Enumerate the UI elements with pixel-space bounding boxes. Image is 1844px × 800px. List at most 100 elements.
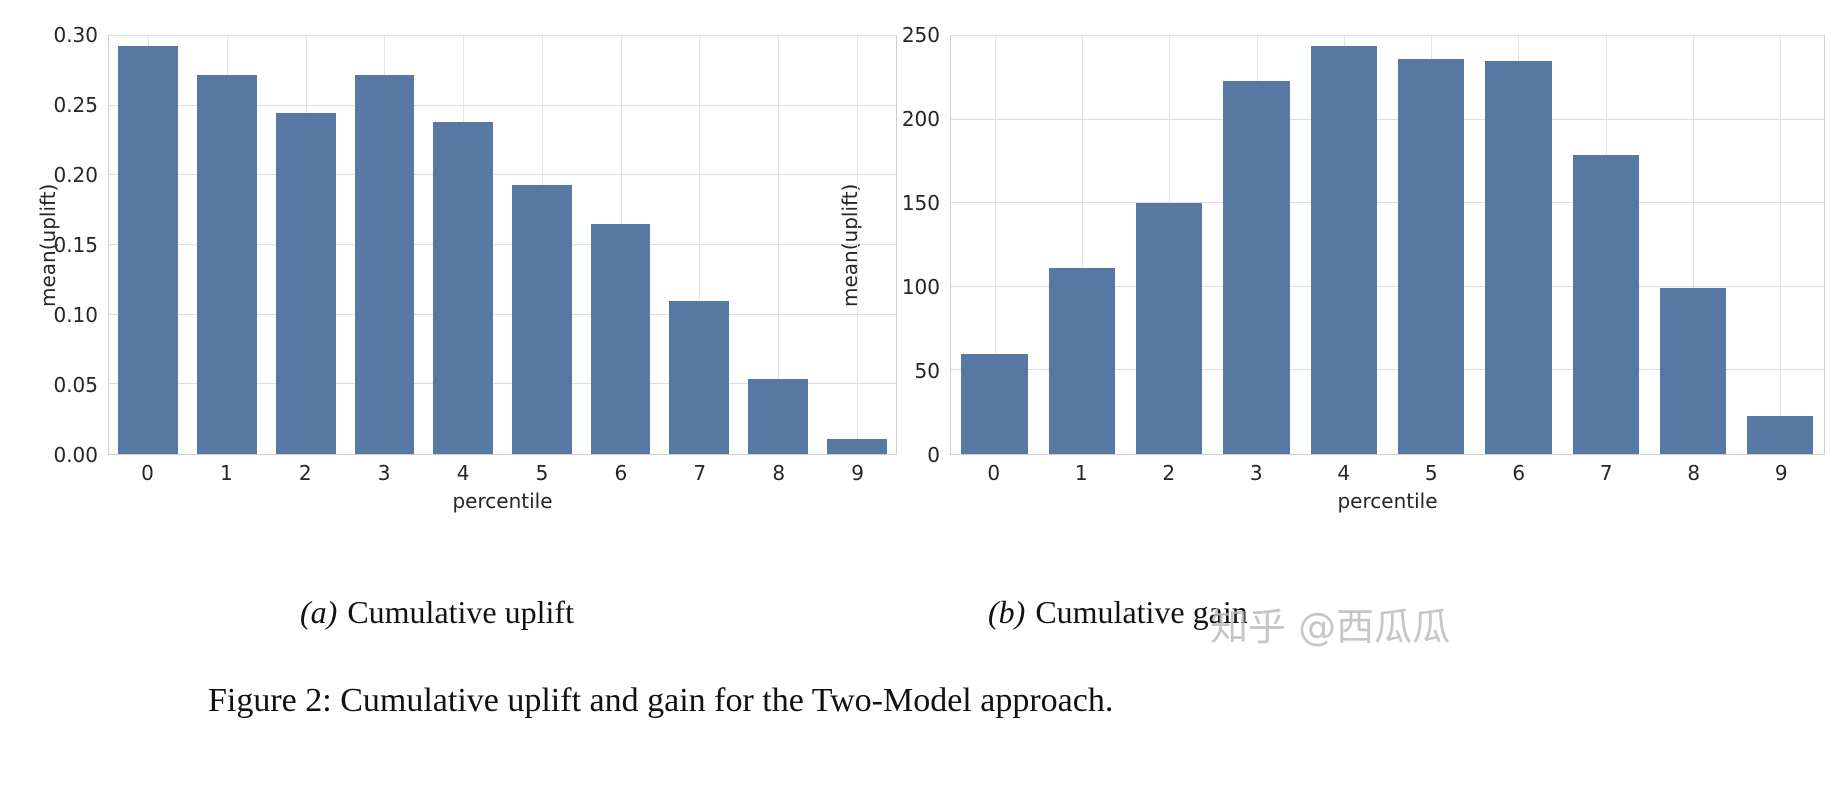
gridline-vertical — [1081, 36, 1083, 454]
x-tick-label: 5 — [535, 461, 549, 485]
gridline-vertical — [777, 36, 779, 454]
bar — [826, 438, 887, 454]
bar-slot — [581, 36, 660, 454]
gridline-horizontal — [951, 35, 1824, 36]
bar — [433, 122, 494, 454]
bar-slot — [1737, 36, 1824, 454]
y-tick-label: 50 — [914, 359, 940, 383]
bar — [1048, 268, 1116, 454]
bar — [511, 185, 572, 454]
bar — [748, 378, 808, 454]
bar — [1485, 61, 1552, 454]
bar-slot — [424, 36, 503, 454]
y-tick-label: 100 — [901, 275, 940, 299]
y-tick-label: 250 — [901, 23, 940, 47]
y-tick-label: 200 — [901, 107, 940, 131]
subcaption-a: (a) Cumulative uplift — [300, 594, 574, 631]
bar-slot — [951, 36, 1038, 454]
bar — [118, 45, 179, 454]
bar — [1223, 81, 1290, 454]
gridline-horizontal — [951, 202, 1824, 204]
gridline-horizontal — [109, 104, 896, 106]
y-tick-label: 0 — [927, 443, 940, 467]
subcaption-a-letter: (a) — [300, 594, 338, 630]
gridline-horizontal — [109, 313, 896, 315]
bar — [1572, 154, 1639, 454]
x-tick-label: 2 — [1162, 461, 1176, 485]
bar — [197, 75, 257, 454]
bar — [1397, 59, 1465, 454]
x-tick-label: 6 — [614, 461, 628, 485]
watermark: 知乎 @西瓜瓜 — [1210, 605, 1451, 649]
x-axis: 0 1 2 3 4 5 6 7 8 9 — [108, 461, 897, 487]
bar-slot — [109, 36, 188, 454]
x-axis-label: percentile — [452, 489, 553, 513]
gridline-vertical — [699, 36, 701, 454]
x-tick-label: 9 — [1774, 461, 1788, 485]
x-tick-label: 8 — [772, 461, 786, 485]
bar — [669, 300, 730, 454]
y-tick-label: 0.10 — [53, 303, 98, 328]
bar-slot — [1213, 36, 1300, 454]
gridline-vertical — [1780, 36, 1782, 454]
y-axis: 0.00 0.05 0.10 0.15 0.20 0.25 0.30 — [30, 23, 104, 467]
bar — [590, 224, 651, 454]
bar-slot — [1126, 36, 1213, 454]
bar-slot — [1475, 36, 1562, 454]
x-tick-label: 0 — [987, 461, 1001, 485]
subcaption-b-letter: (b) — [988, 594, 1026, 630]
gridline-vertical — [856, 36, 858, 454]
bar — [1136, 203, 1203, 454]
y-tick-label: 0.00 — [53, 443, 98, 467]
plot-area — [108, 35, 897, 455]
bar-slot — [1649, 36, 1736, 454]
gridline-vertical — [994, 36, 996, 454]
x-tick-label: 1 — [219, 461, 233, 485]
x-tick-label: 0 — [141, 461, 154, 485]
gridline-horizontal — [951, 285, 1824, 287]
subcaption-b-text: Cumulative gain — [1035, 594, 1248, 630]
y-tick-label: 0.30 — [53, 23, 98, 47]
bar-slot — [503, 36, 582, 454]
bar-slot — [345, 36, 424, 454]
x-tick-label: 8 — [1687, 461, 1701, 485]
x-tick-label: 1 — [1074, 461, 1088, 485]
y-tick-label: 0.25 — [53, 93, 98, 117]
y-tick-label: 0.15 — [53, 233, 98, 257]
bar-slot — [1387, 36, 1474, 454]
bar — [1310, 46, 1377, 454]
figure-caption: Figure 2: Cumulative uplift and gain for… — [208, 682, 1114, 719]
gridline-horizontal — [109, 244, 896, 245]
plot-area — [950, 35, 1825, 455]
bar-slot — [660, 36, 739, 454]
bar-slot — [1300, 36, 1387, 454]
gridline-horizontal — [109, 174, 896, 176]
x-tick-label: 4 — [456, 461, 470, 485]
bar-slot — [739, 36, 818, 454]
x-tick-label: 3 — [1249, 461, 1263, 485]
x-tick-label: 9 — [851, 461, 864, 485]
y-tick-label: 0.05 — [53, 373, 98, 398]
x-tick-label: 7 — [1599, 461, 1613, 485]
x-tick-label: 3 — [377, 461, 391, 485]
bar — [1659, 288, 1727, 454]
y-tick-label: 0.20 — [53, 163, 98, 188]
x-tick-label: 4 — [1337, 461, 1351, 485]
gridline-horizontal — [109, 383, 896, 385]
bar — [1747, 415, 1814, 454]
x-axis: 0 1 2 3 4 5 6 7 8 9 — [950, 461, 1825, 487]
y-axis: 0 50 100 150 200 250 — [830, 23, 946, 467]
x-tick-label: 7 — [693, 461, 707, 485]
x-tick-label: 6 — [1512, 461, 1526, 485]
x-axis-label: percentile — [1337, 489, 1438, 513]
x-tick-label: 5 — [1424, 461, 1438, 485]
bar — [275, 112, 336, 454]
bar-slot — [1562, 36, 1649, 454]
y-tick-label: 150 — [901, 191, 940, 215]
bar — [354, 75, 415, 454]
gridline-horizontal — [109, 35, 896, 36]
subcaption-b: (b) Cumulative gain — [988, 594, 1248, 631]
gridline-vertical — [1693, 36, 1695, 454]
bar — [961, 353, 1028, 454]
